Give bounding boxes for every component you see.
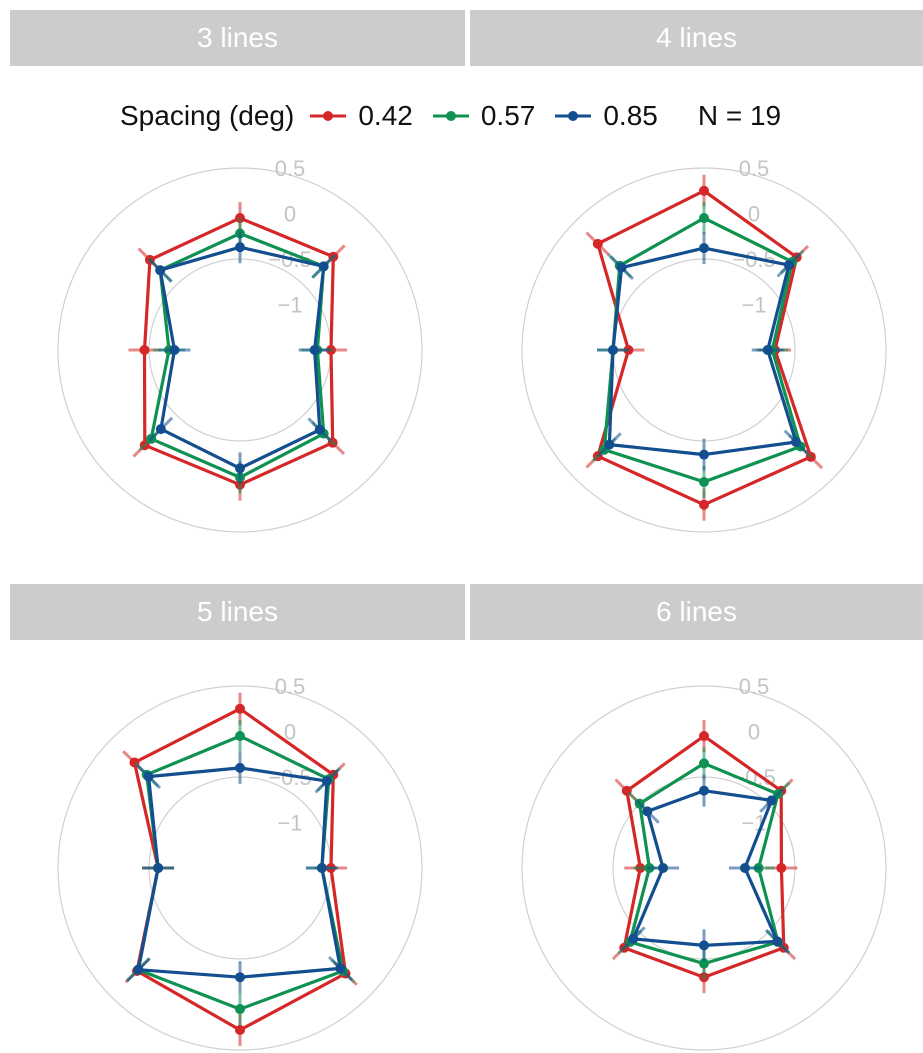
facet-title: 4 lines xyxy=(656,22,737,53)
data-point-0.57 xyxy=(235,731,245,742)
data-point-0.85 xyxy=(155,265,166,276)
series-line-0.85 xyxy=(136,766,342,979)
radar-panel-4-lines: 0.50−0.5−1 xyxy=(521,156,887,533)
facet-strip-6-lines: 6 lines xyxy=(470,584,923,640)
data-point-0.85 xyxy=(335,963,346,974)
legend-label: 0.42 xyxy=(358,100,413,131)
grid-ring xyxy=(57,167,423,533)
data-point-0.85 xyxy=(783,260,794,271)
data-point-0.85 xyxy=(604,439,615,450)
legend-entry-0.85: 0.85 xyxy=(553,100,658,132)
facet-title: 5 lines xyxy=(197,596,278,627)
grid-ring xyxy=(57,685,423,1051)
data-point-0.85 xyxy=(628,933,639,944)
data-point-0.85 xyxy=(658,863,669,873)
data-point-0.85 xyxy=(616,262,627,273)
facet-title: 3 lines xyxy=(197,22,278,53)
data-point-0.85 xyxy=(739,863,750,873)
data-point-0.57 xyxy=(235,1004,245,1015)
data-point-0.42 xyxy=(699,499,709,510)
facet-title: 6 lines xyxy=(656,596,737,627)
data-point-0.42 xyxy=(776,863,787,873)
facet-strip-3-lines: 3 lines xyxy=(10,10,465,66)
legend-swatch-0.42 xyxy=(310,111,347,121)
ring-label: 0 xyxy=(748,720,760,745)
data-point-0.42 xyxy=(235,1024,245,1035)
legend-entry-0.57: 0.57 xyxy=(431,100,536,132)
data-point-0.57 xyxy=(699,758,709,769)
ring-label: −1 xyxy=(277,811,302,836)
data-point-0.85 xyxy=(235,762,245,773)
data-point-0.85 xyxy=(153,863,164,873)
grid-ring xyxy=(521,685,887,1051)
data-point-0.42 xyxy=(235,703,245,714)
data-point-0.85 xyxy=(608,345,618,355)
legend-title: Spacing (deg) xyxy=(120,100,295,131)
ring-label: 0 xyxy=(748,202,760,227)
data-point-0.85 xyxy=(699,940,709,951)
data-point-0.85 xyxy=(133,964,144,975)
data-point-0.42 xyxy=(139,345,150,355)
ring-label: 0 xyxy=(284,720,296,745)
data-point-0.57 xyxy=(699,958,709,969)
chart-legend: Spacing (deg) 0.42 0.57 0.85 N = 19 xyxy=(120,96,781,136)
data-point-0.85 xyxy=(169,345,180,355)
data-point-0.85 xyxy=(235,242,245,253)
legend-swatch-0.85 xyxy=(555,111,592,121)
data-point-0.85 xyxy=(699,449,709,460)
legend-label: 0.85 xyxy=(603,100,658,131)
ring-label: 0.5 xyxy=(275,156,306,181)
grid-ring xyxy=(521,167,887,533)
data-point-0.85 xyxy=(314,424,325,435)
data-point-0.85 xyxy=(309,345,320,355)
data-point-0.85 xyxy=(235,463,245,474)
data-point-0.85 xyxy=(699,785,709,796)
ring-label: 0.5 xyxy=(739,674,770,699)
data-point-0.85 xyxy=(766,795,777,806)
facet-strip-5-lines: 5 lines xyxy=(10,584,465,640)
data-point-0.42 xyxy=(592,238,603,249)
ring-label: −1 xyxy=(741,293,766,318)
radar-panel-3-lines: 0.50−0.5−1 xyxy=(57,156,423,533)
ring-label: 0.5 xyxy=(739,156,770,181)
data-point-0.57 xyxy=(699,213,709,224)
radar-panel-5-lines: 0.50−0.5−1 xyxy=(57,674,423,1051)
data-point-0.85 xyxy=(762,345,773,355)
facet-strip-4-lines: 4 lines xyxy=(470,10,923,66)
data-point-0.57 xyxy=(699,476,709,487)
data-point-0.85 xyxy=(642,806,653,817)
radar-panel-6-lines: 0.50−0.5−1 xyxy=(521,674,887,1051)
sample-size-label: N = 19 xyxy=(697,100,782,131)
data-point-0.42 xyxy=(699,731,709,742)
legend-swatch-0.57 xyxy=(432,111,469,121)
grid-ring xyxy=(148,776,332,960)
ring-label: 0.5 xyxy=(275,674,306,699)
ring-label: −1 xyxy=(277,293,302,318)
data-point-0.85 xyxy=(772,936,783,947)
data-point-0.85 xyxy=(143,771,154,782)
data-point-0.85 xyxy=(155,424,166,435)
data-point-0.42 xyxy=(699,185,709,196)
data-point-0.85 xyxy=(321,776,332,787)
data-point-0.85 xyxy=(791,437,802,448)
ring-label: 0 xyxy=(284,202,296,227)
data-point-0.85 xyxy=(318,261,329,272)
legend-entry-0.42: 0.42 xyxy=(308,100,413,132)
data-point-0.85 xyxy=(235,972,245,983)
data-point-0.85 xyxy=(316,863,327,873)
legend-label: 0.57 xyxy=(480,100,536,131)
data-point-0.85 xyxy=(699,243,709,254)
